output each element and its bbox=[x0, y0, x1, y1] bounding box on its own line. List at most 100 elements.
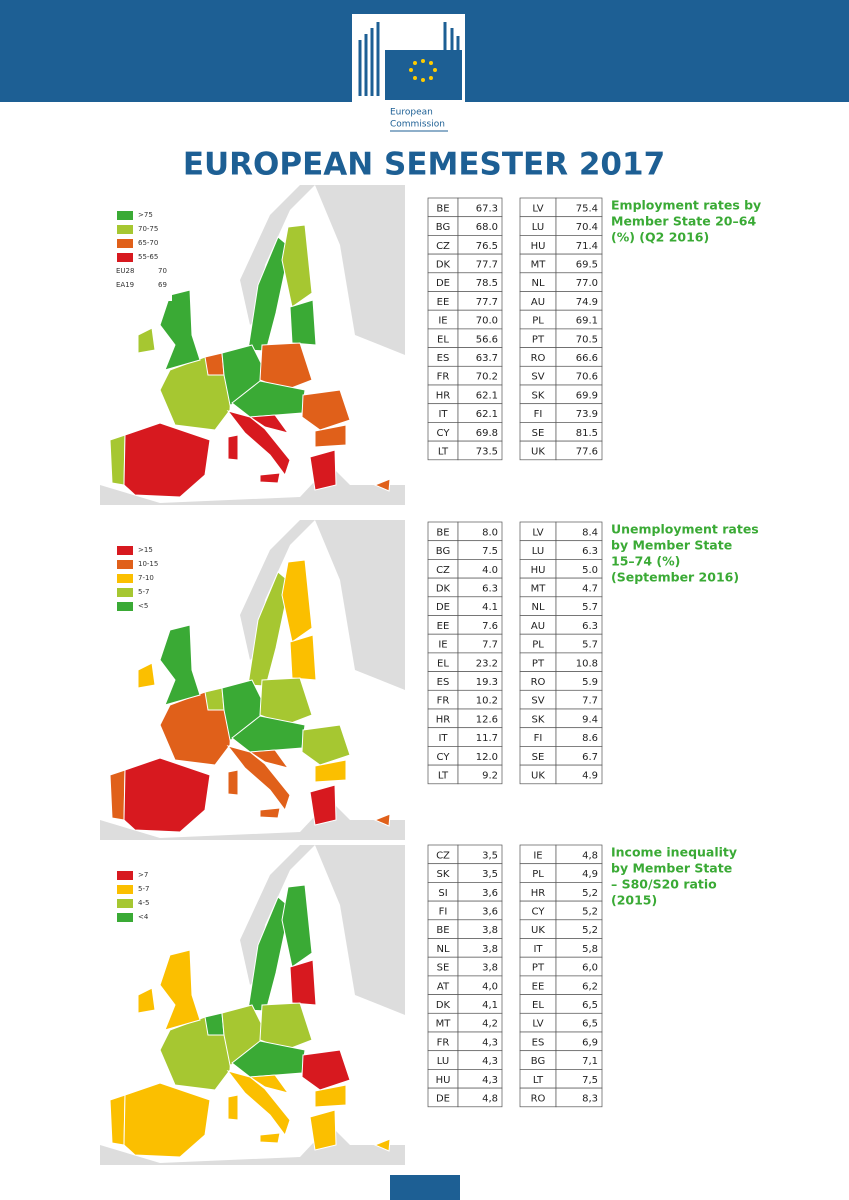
country-code: UK bbox=[531, 446, 545, 457]
table-value: 4,3 bbox=[482, 1056, 498, 1067]
table-value: 7.5 bbox=[482, 546, 498, 557]
country-code: FR bbox=[437, 696, 450, 707]
legend-label: 55-65 bbox=[138, 253, 158, 261]
table-value: 6,9 bbox=[582, 1037, 598, 1048]
table-value: 12.0 bbox=[476, 752, 498, 763]
table-value: 66.6 bbox=[576, 353, 598, 364]
country-code: FI bbox=[534, 733, 543, 744]
country-code: PT bbox=[532, 658, 545, 669]
table-value: 4,3 bbox=[482, 1075, 498, 1086]
table-value: 23.2 bbox=[476, 658, 498, 669]
country-code: FI bbox=[534, 409, 543, 420]
country-code: IE bbox=[438, 640, 447, 651]
table-cell bbox=[555, 440, 603, 461]
country-code: HU bbox=[531, 241, 546, 252]
table-value: 70.6 bbox=[576, 372, 598, 383]
table-value: 5.7 bbox=[582, 602, 598, 613]
country-code: PT bbox=[532, 334, 545, 345]
section-heading: Income inequality bbox=[611, 845, 737, 860]
table-cell bbox=[555, 764, 603, 785]
country-code: CY bbox=[532, 906, 546, 917]
table-value: 4,9 bbox=[582, 869, 598, 880]
legend-swatch bbox=[117, 588, 133, 597]
country-code: UK bbox=[531, 925, 545, 936]
country-code: SE bbox=[437, 963, 450, 974]
legend-swatch bbox=[117, 602, 133, 611]
table-value: 19.3 bbox=[476, 677, 498, 688]
country-code: ES bbox=[532, 1037, 545, 1048]
country-code: FR bbox=[437, 1037, 450, 1048]
legend-label: <4 bbox=[138, 913, 149, 921]
table-value: 68.0 bbox=[476, 222, 498, 233]
country-code: RO bbox=[531, 353, 546, 364]
legend-swatch bbox=[117, 885, 133, 894]
country-code: EL bbox=[532, 1000, 544, 1011]
legend-label: 5-7 bbox=[138, 588, 149, 596]
table-value: 8.4 bbox=[582, 527, 598, 538]
legend-swatch bbox=[117, 899, 133, 908]
legend-label: EU28 bbox=[116, 267, 134, 275]
table-value: 73.5 bbox=[476, 446, 498, 457]
table-value: 5,2 bbox=[582, 888, 598, 899]
table-value: 69.8 bbox=[476, 428, 498, 439]
country-code: CY bbox=[437, 752, 451, 763]
country-code: EE bbox=[437, 621, 450, 632]
table-value: 8.6 bbox=[582, 733, 598, 744]
country-code: BG bbox=[531, 1056, 545, 1067]
logo: European Commission bbox=[352, 14, 465, 134]
table-value: 74.9 bbox=[576, 297, 598, 308]
table-value: 6.3 bbox=[482, 583, 498, 594]
table-value: 4.0 bbox=[482, 565, 498, 576]
table-value: 56.6 bbox=[476, 334, 498, 345]
table-value: 5.9 bbox=[582, 677, 598, 688]
section-heading: by Member State bbox=[611, 538, 732, 553]
country-code: LT bbox=[438, 770, 449, 781]
legend-swatch bbox=[117, 574, 133, 583]
legend-value: 69 bbox=[158, 281, 167, 289]
country-code: DK bbox=[436, 259, 451, 270]
table-value: 7.7 bbox=[482, 640, 498, 651]
country-code: NL bbox=[436, 944, 449, 955]
table-value: 4,1 bbox=[482, 1000, 498, 1011]
table-value: 3,5 bbox=[482, 869, 498, 880]
legend-swatch bbox=[117, 253, 133, 262]
country-code: HR bbox=[436, 714, 451, 725]
section-heading: (%) (Q2 2016) bbox=[611, 230, 709, 245]
country-code: CZ bbox=[436, 565, 450, 576]
table-value: 6,5 bbox=[582, 1000, 598, 1011]
table-value: 63.7 bbox=[476, 353, 498, 364]
country-code: PT bbox=[532, 963, 545, 974]
country-code: NL bbox=[531, 278, 544, 289]
table-value: 4,3 bbox=[482, 1037, 498, 1048]
table-value: 10.8 bbox=[576, 658, 598, 669]
country-code: ES bbox=[437, 677, 450, 688]
country-code: CZ bbox=[436, 241, 450, 252]
legend-swatch bbox=[117, 871, 133, 880]
country-code: LV bbox=[532, 1019, 543, 1030]
country-code: MT bbox=[436, 1019, 452, 1030]
table-value: 3,6 bbox=[482, 906, 498, 917]
table-value: 3,5 bbox=[482, 850, 498, 861]
table-value: 7,1 bbox=[582, 1056, 598, 1067]
table-value: 5.0 bbox=[582, 565, 598, 576]
country-code: CY bbox=[437, 428, 451, 439]
table-value: 3,8 bbox=[482, 963, 498, 974]
country-code: HU bbox=[436, 1075, 451, 1086]
country-code: LV bbox=[532, 203, 543, 214]
country-code: FR bbox=[437, 372, 450, 383]
table-value: 6,0 bbox=[582, 963, 598, 974]
table-value: 4,0 bbox=[482, 981, 498, 992]
table-cell bbox=[457, 764, 503, 785]
table-value: 73.9 bbox=[576, 409, 598, 420]
country-code: LT bbox=[533, 1075, 544, 1086]
table-value: 76.5 bbox=[476, 241, 498, 252]
country-code: HU bbox=[531, 565, 546, 576]
country-code: CZ bbox=[436, 850, 450, 861]
country-code: DK bbox=[436, 1000, 451, 1011]
table-value: 9.2 bbox=[482, 770, 498, 781]
legend-label: 5-7 bbox=[138, 885, 149, 893]
country-code: BE bbox=[436, 925, 449, 936]
country-code: SE bbox=[532, 752, 545, 763]
country-code: SK bbox=[437, 869, 450, 880]
country-code: MT bbox=[531, 259, 547, 270]
